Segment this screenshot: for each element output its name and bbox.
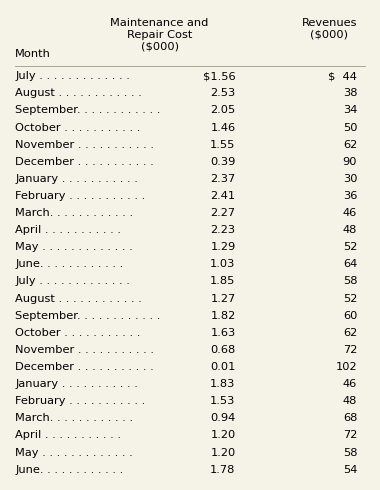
- Text: May . . . . . . . . . . . . .: May . . . . . . . . . . . . .: [15, 447, 133, 458]
- Text: 68: 68: [343, 414, 357, 423]
- Text: Maintenance and
Repair Cost
($000): Maintenance and Repair Cost ($000): [111, 18, 209, 51]
- Text: 1.55: 1.55: [210, 140, 236, 149]
- Text: 0.68: 0.68: [211, 345, 236, 355]
- Text: 1.03: 1.03: [210, 259, 236, 270]
- Text: June. . . . . . . . . . . .: June. . . . . . . . . . . .: [15, 465, 124, 475]
- Text: January . . . . . . . . . . .: January . . . . . . . . . . .: [15, 379, 138, 389]
- Text: July . . . . . . . . . . . . .: July . . . . . . . . . . . . .: [15, 71, 130, 81]
- Text: 48: 48: [343, 225, 357, 235]
- Text: 64: 64: [343, 259, 357, 270]
- Text: 2.27: 2.27: [211, 208, 236, 218]
- Text: 1.27: 1.27: [211, 294, 236, 304]
- Text: 30: 30: [343, 174, 357, 184]
- Text: Month: Month: [15, 49, 51, 59]
- Text: December . . . . . . . . . . .: December . . . . . . . . . . .: [15, 157, 154, 167]
- Text: $  44: $ 44: [328, 71, 357, 81]
- Text: March. . . . . . . . . . . .: March. . . . . . . . . . . .: [15, 414, 133, 423]
- Text: October . . . . . . . . . . .: October . . . . . . . . . . .: [15, 328, 141, 338]
- Text: Revenues
($000): Revenues ($000): [302, 18, 357, 40]
- Text: 54: 54: [343, 465, 357, 475]
- Text: 1.83: 1.83: [210, 379, 236, 389]
- Text: 1.85: 1.85: [210, 276, 236, 287]
- Text: April . . . . . . . . . . .: April . . . . . . . . . . .: [15, 225, 121, 235]
- Text: 52: 52: [343, 242, 357, 252]
- Text: 72: 72: [343, 431, 357, 441]
- Text: June. . . . . . . . . . . .: June. . . . . . . . . . . .: [15, 259, 124, 270]
- Text: 34: 34: [343, 105, 357, 115]
- Text: August . . . . . . . . . . . .: August . . . . . . . . . . . .: [15, 294, 142, 304]
- Text: 0.94: 0.94: [211, 414, 236, 423]
- Text: February . . . . . . . . . . .: February . . . . . . . . . . .: [15, 396, 146, 406]
- Text: 48: 48: [343, 396, 357, 406]
- Text: 1.82: 1.82: [211, 311, 236, 320]
- Text: $1.56: $1.56: [203, 71, 236, 81]
- Text: 1.29: 1.29: [211, 242, 236, 252]
- Text: March. . . . . . . . . . . .: March. . . . . . . . . . . .: [15, 208, 133, 218]
- Text: January . . . . . . . . . . .: January . . . . . . . . . . .: [15, 174, 138, 184]
- Text: May . . . . . . . . . . . . .: May . . . . . . . . . . . . .: [15, 242, 133, 252]
- Text: 46: 46: [343, 208, 357, 218]
- Text: 1.63: 1.63: [211, 328, 236, 338]
- Text: 62: 62: [343, 140, 357, 149]
- Text: 58: 58: [343, 276, 357, 287]
- Text: February . . . . . . . . . . .: February . . . . . . . . . . .: [15, 191, 146, 201]
- Text: December . . . . . . . . . . .: December . . . . . . . . . . .: [15, 362, 154, 372]
- Text: September. . . . . . . . . . . .: September. . . . . . . . . . . .: [15, 311, 161, 320]
- Text: 102: 102: [336, 362, 357, 372]
- Text: 38: 38: [343, 88, 357, 98]
- Text: 2.37: 2.37: [211, 174, 236, 184]
- Text: 50: 50: [343, 122, 357, 132]
- Text: September. . . . . . . . . . . .: September. . . . . . . . . . . .: [15, 105, 161, 115]
- Text: April . . . . . . . . . . .: April . . . . . . . . . . .: [15, 431, 121, 441]
- Text: November . . . . . . . . . . .: November . . . . . . . . . . .: [15, 140, 154, 149]
- Text: 1.78: 1.78: [210, 465, 236, 475]
- Text: 1.53: 1.53: [210, 396, 236, 406]
- Text: July . . . . . . . . . . . . .: July . . . . . . . . . . . . .: [15, 276, 130, 287]
- Text: 2.41: 2.41: [211, 191, 236, 201]
- Text: October . . . . . . . . . . .: October . . . . . . . . . . .: [15, 122, 141, 132]
- Text: 2.05: 2.05: [211, 105, 236, 115]
- Text: 58: 58: [343, 447, 357, 458]
- Text: 72: 72: [343, 345, 357, 355]
- Text: 60: 60: [343, 311, 357, 320]
- Text: November . . . . . . . . . . .: November . . . . . . . . . . .: [15, 345, 154, 355]
- Text: 2.53: 2.53: [211, 88, 236, 98]
- Text: 1.20: 1.20: [211, 447, 236, 458]
- Text: 62: 62: [343, 328, 357, 338]
- Text: 1.20: 1.20: [211, 431, 236, 441]
- Text: 0.01: 0.01: [210, 362, 236, 372]
- Text: 1.46: 1.46: [211, 122, 236, 132]
- Text: 36: 36: [343, 191, 357, 201]
- Text: 46: 46: [343, 379, 357, 389]
- Text: 2.23: 2.23: [211, 225, 236, 235]
- Text: 52: 52: [343, 294, 357, 304]
- Text: 90: 90: [343, 157, 357, 167]
- Text: August . . . . . . . . . . . .: August . . . . . . . . . . . .: [15, 88, 142, 98]
- Text: 0.39: 0.39: [210, 157, 236, 167]
